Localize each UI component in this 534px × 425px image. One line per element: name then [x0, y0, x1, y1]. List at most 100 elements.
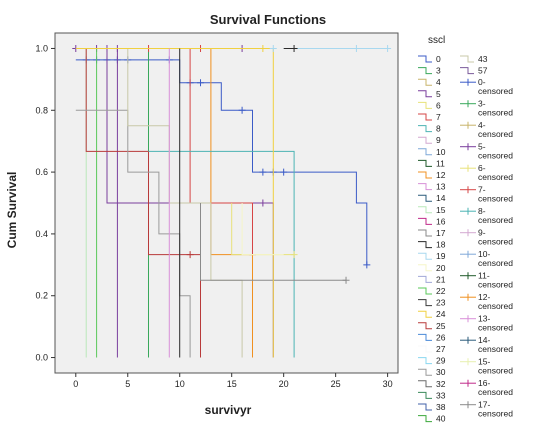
legend-entry-a-3: 5 — [418, 89, 441, 99]
legend-swatch — [418, 322, 432, 330]
legend-label: 18 — [436, 240, 446, 250]
legend-label: 8 — [436, 124, 441, 134]
x-axis-title: survivyr — [205, 403, 252, 417]
legend-label: 26 — [436, 332, 446, 342]
legend-entry-a-21: 23 — [418, 298, 446, 308]
series-10 — [75, 109, 191, 358]
legend-label: 19 — [436, 251, 446, 261]
censor-mark-13-0 — [290, 251, 298, 259]
legend-entry-a-31: 40 — [418, 414, 446, 424]
series-line-9 — [148, 150, 295, 358]
legend-label: 27 — [436, 344, 446, 354]
x-tick-label-5: 25 — [331, 379, 341, 389]
legend-entry-b-18: ... — [478, 421, 485, 425]
y-tick-label-1: 0.2 — [35, 291, 48, 301]
legend-swatch — [418, 310, 432, 318]
x-tick-label-4: 20 — [279, 379, 289, 389]
legend-swatch — [418, 136, 432, 144]
legend-label: 6- — [478, 163, 486, 173]
legend-entry-a-26: 29 — [418, 356, 446, 366]
legend-label: 0 — [436, 54, 441, 64]
legend-entry-a-25: 27 — [418, 344, 446, 354]
legend-entry-a-24: 26 — [418, 332, 446, 342]
legend-label: 11 — [436, 158, 445, 168]
legend-entry-a-30: 38 — [418, 402, 446, 412]
legend-label: censored — [478, 215, 513, 225]
censor-mark-0-11 — [280, 168, 288, 176]
legend-label: 30 — [436, 367, 446, 377]
legend-swatch — [418, 380, 432, 388]
legend-swatch — [460, 55, 474, 63]
censor-mark-0-8 — [238, 106, 246, 114]
legend-label: censored — [478, 280, 513, 290]
legend-swatch — [418, 333, 432, 341]
legend-entry-b-10: 10-censored — [460, 249, 513, 268]
censor-mark-15-1 — [352, 44, 360, 52]
legend-entry-b-7: 7-censored — [460, 185, 513, 204]
legend-label: 7 — [436, 112, 441, 122]
legend-entry-b-15: 15-censored — [460, 357, 513, 376]
censor-mark-0-7 — [197, 79, 205, 87]
legend-label: censored — [478, 409, 513, 419]
legend-entry-a-0: 0 — [418, 54, 441, 64]
legend-label: 5 — [436, 89, 441, 99]
legend-entry-a-27: 30 — [418, 367, 446, 377]
legend-label: 13- — [478, 314, 490, 324]
legend-swatch — [418, 125, 432, 133]
legend-label: 6 — [436, 100, 441, 110]
censor-mark-6-0 — [186, 251, 194, 259]
legend-swatch — [418, 299, 432, 307]
legend-label: 10- — [478, 249, 490, 259]
legend-label: 17 — [436, 228, 446, 238]
x-tick-label-3: 15 — [227, 379, 237, 389]
legend-entry-b-4: 4-censored — [460, 120, 513, 139]
legend-label: 29 — [436, 356, 446, 366]
censor-mark-12-0 — [342, 276, 350, 284]
legend-label: 0- — [478, 77, 486, 87]
legend: sscl034567891011121314151617181920212223… — [418, 35, 513, 425]
legend-entry-b-5: 5-censored — [460, 142, 513, 161]
legend-entry-b-16: 16-censored — [460, 378, 513, 397]
legend-swatch — [418, 287, 432, 295]
legend-label: 3 — [436, 66, 441, 76]
legend-label: 23 — [436, 298, 446, 308]
series-12 — [200, 203, 350, 284]
legend-label: censored — [478, 172, 513, 182]
legend-entry-a-6: 8 — [418, 124, 441, 134]
y-tick-label-5: 1.0 — [35, 43, 48, 53]
legend-entry-a-1: 3 — [418, 66, 441, 76]
censor-mark-14-0 — [259, 44, 267, 52]
legend-label: 15- — [478, 357, 490, 367]
legend-swatch — [460, 67, 474, 75]
legend-label: censored — [478, 86, 513, 96]
legend-label: censored — [478, 366, 513, 376]
series-line-12 — [200, 203, 346, 281]
legend-entry-a-11: 13 — [418, 182, 446, 192]
legend-label: 38 — [436, 402, 446, 412]
legend-label: 22 — [436, 286, 446, 296]
legend-label: 8- — [478, 206, 486, 216]
legend-swatch — [418, 183, 432, 191]
x-tick-label-0: 0 — [73, 379, 78, 389]
legend-entry-b-13: 13-censored — [460, 314, 513, 333]
y-tick-label-3: 0.6 — [35, 167, 48, 177]
legend-swatch — [418, 217, 432, 225]
legend-swatch — [418, 403, 432, 411]
legend-label: 24 — [436, 309, 446, 319]
legend-label: 20 — [436, 263, 446, 273]
legend-label: 43 — [478, 54, 488, 64]
legend-title: sscl — [428, 35, 445, 46]
censor-mark-0-9 — [259, 168, 267, 176]
legend-entry-b-14: 14-censored — [460, 335, 513, 354]
legend-swatch — [418, 171, 432, 179]
legend-entry-a-23: 25 — [418, 321, 446, 331]
legend-label: 7- — [478, 185, 486, 195]
legend-label: 10 — [436, 147, 446, 157]
legend-label: censored — [478, 258, 513, 268]
censor-mark-15-0 — [269, 44, 277, 52]
legend-label: 11- — [478, 271, 490, 281]
legend-entry-a-22: 24 — [418, 309, 446, 319]
y-tick-label-4: 0.8 — [35, 105, 48, 115]
legend-label: censored — [478, 194, 513, 204]
